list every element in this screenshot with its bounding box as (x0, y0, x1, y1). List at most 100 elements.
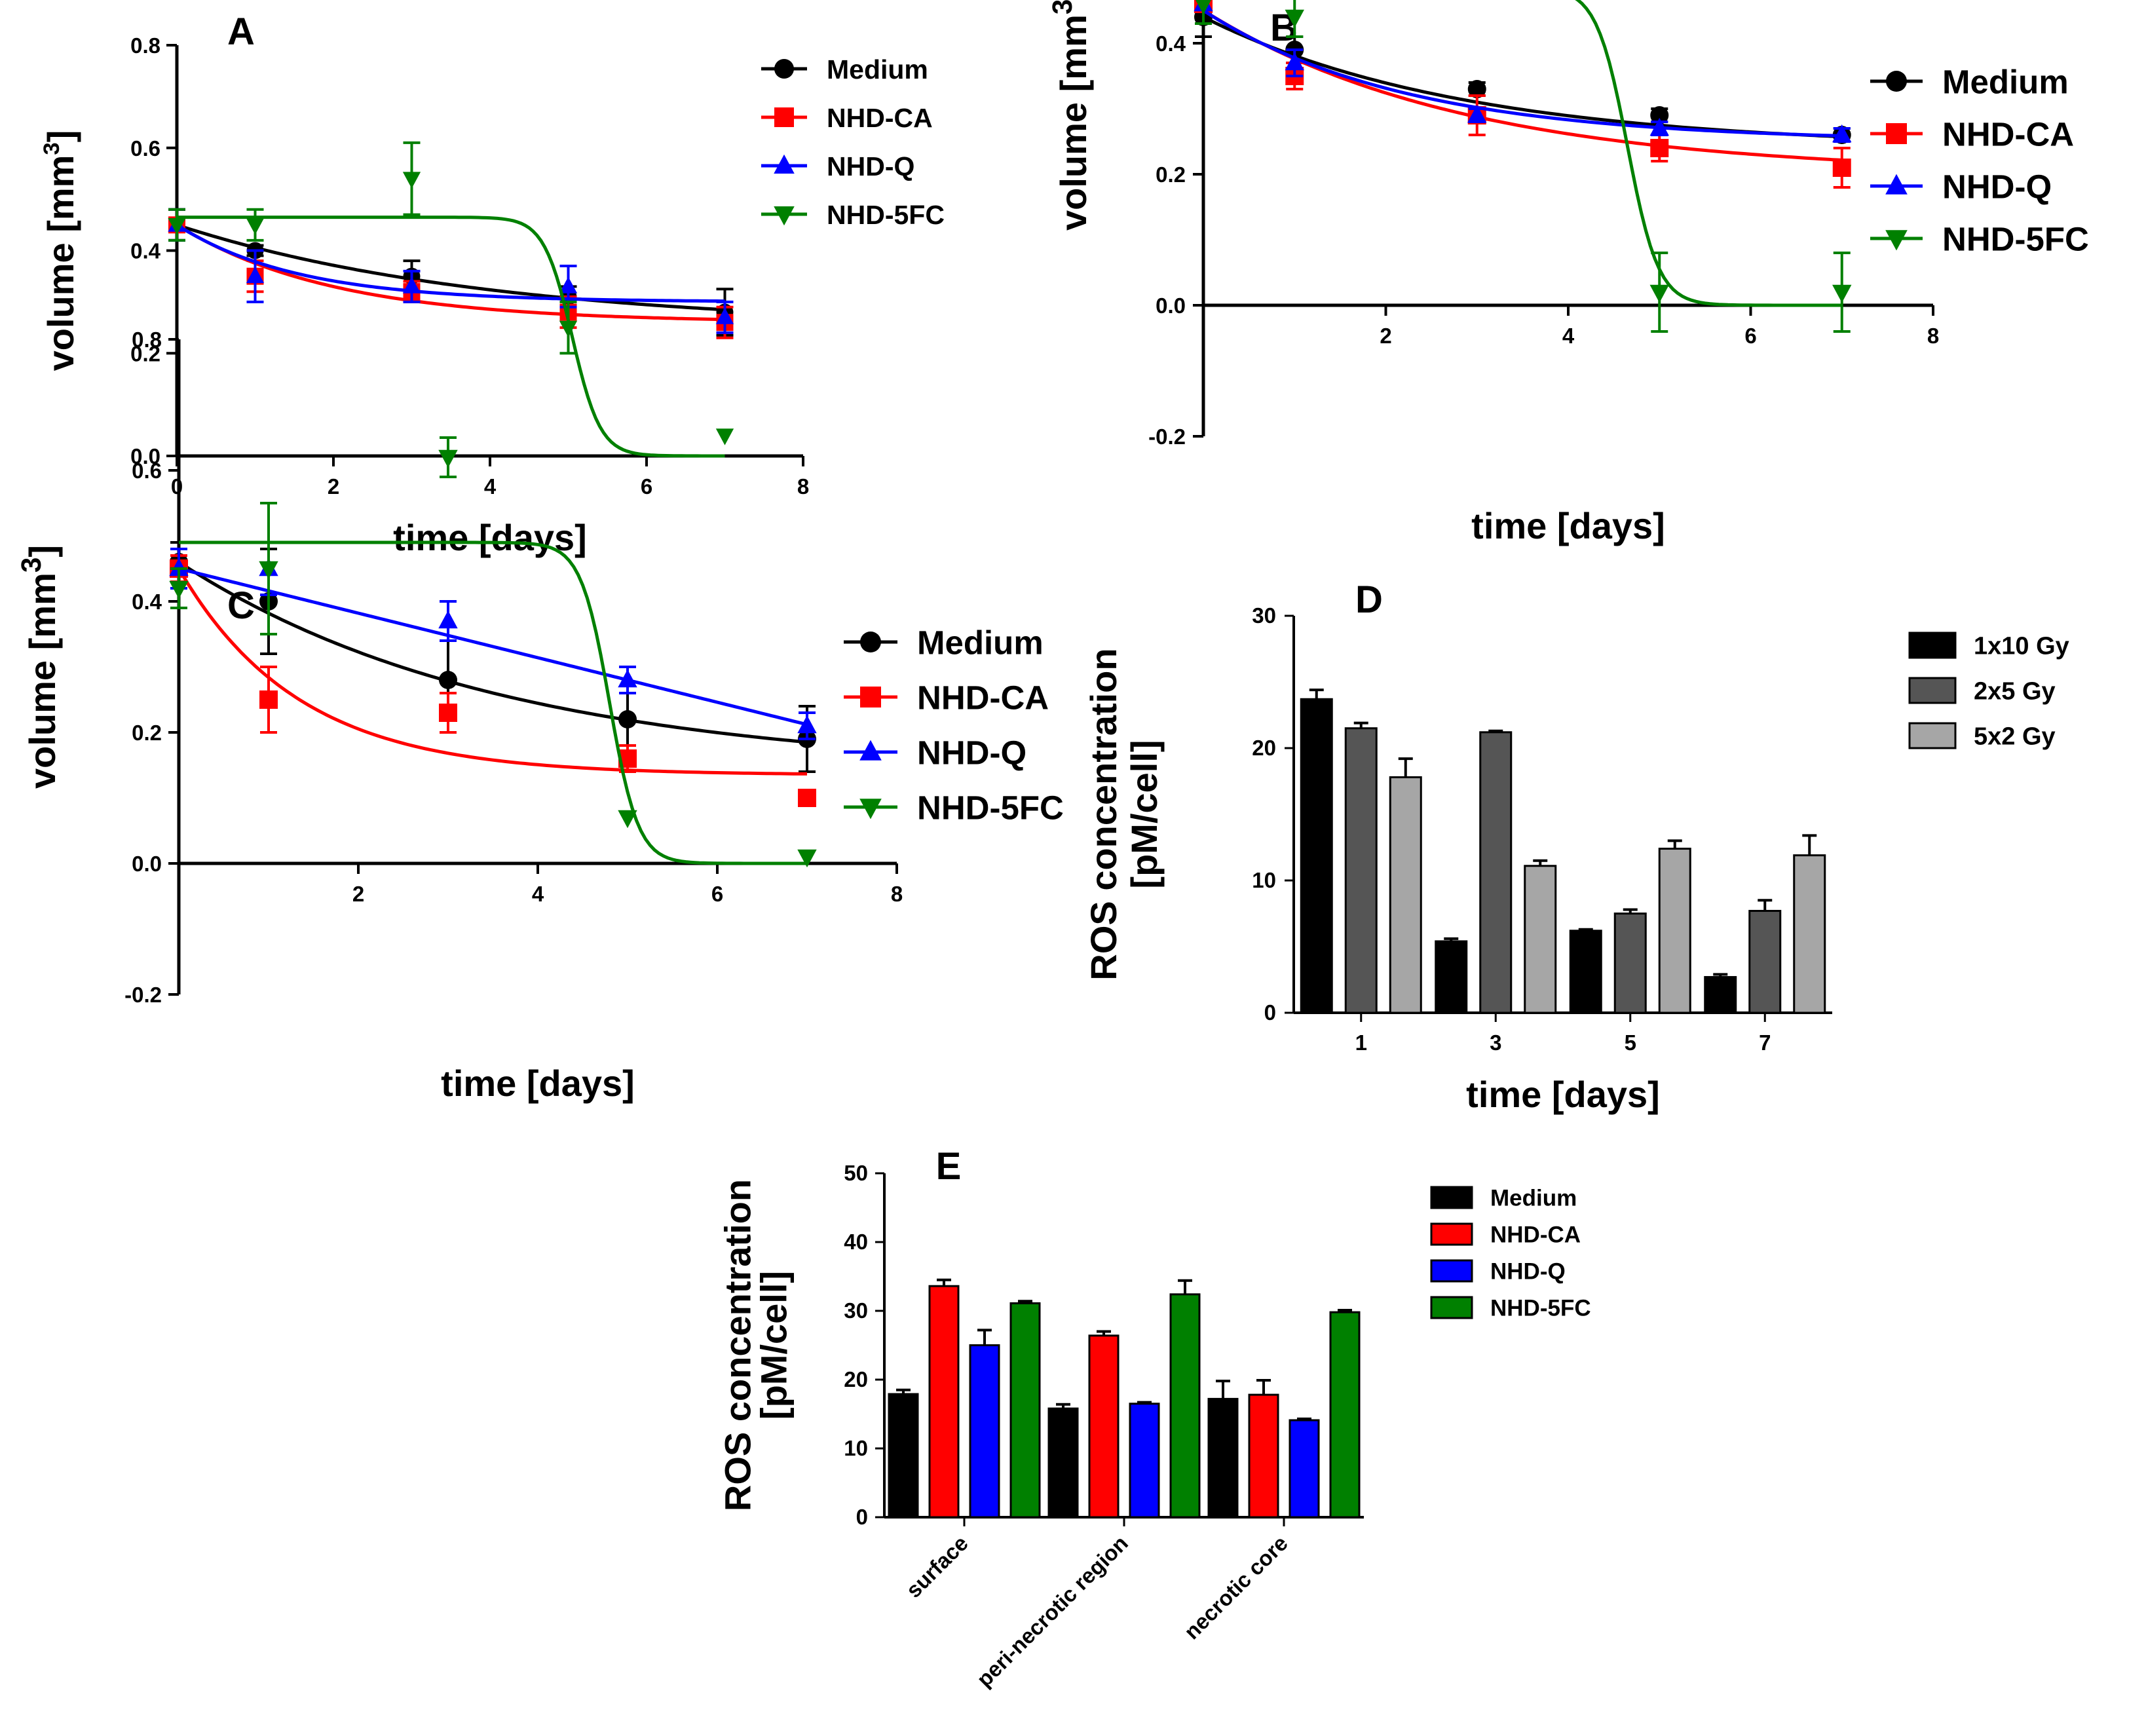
x-tick-label: necrotic core (1179, 1531, 1292, 1644)
y-axis-label-close: ] (40, 130, 81, 143)
legend-marker (1886, 71, 1907, 92)
y-tick-label: 0.6 (132, 459, 162, 483)
legend-marker (859, 799, 882, 820)
legend-label: Medium (917, 624, 1044, 661)
series-medium (170, 541, 816, 773)
x-tick-label: 4 (1562, 324, 1575, 348)
y-axis-label-text: volume [mm (22, 573, 63, 789)
y-tick-label: 50 (844, 1161, 868, 1185)
bar (888, 1393, 919, 1519)
data-point (618, 810, 637, 829)
legend-label: NHD-5FC (827, 200, 945, 230)
y-tick-label: 0.4 (130, 239, 161, 263)
y-axis-label: ROS concentration (717, 1179, 759, 1511)
fit-curve (176, 223, 725, 303)
legend-marker (774, 154, 795, 174)
y-tick-label: 0.2 (1156, 162, 1186, 187)
legend-swatch (1430, 1259, 1473, 1283)
data-point (1467, 80, 1486, 98)
data-point (618, 710, 637, 728)
panel-a: A 0.0 0.2 0.4 0.6 0.8 0 2 4 6 8 time [days] volume [… (39, 10, 945, 558)
legend-marker (1886, 123, 1907, 144)
data-point (168, 217, 186, 235)
y-tick-label: 0.0 (1156, 293, 1186, 318)
data-point (1650, 106, 1669, 124)
legend-marker (860, 632, 881, 652)
legend-marker (1885, 230, 1908, 251)
bar (1389, 776, 1422, 1014)
data-point (1832, 159, 1851, 177)
bar (1248, 1393, 1279, 1519)
y-tick-label: 0.4 (1156, 31, 1186, 56)
legend-marker (774, 59, 794, 79)
x-axis-label: time [days] (1471, 505, 1665, 546)
data-point (246, 266, 265, 284)
x-tick-label: 8 (1927, 324, 1939, 348)
legend-swatch (1430, 1222, 1473, 1246)
legend-label: Medium (1942, 63, 2069, 100)
legend-marker (774, 107, 794, 127)
legend-label: NHD-5FC (917, 789, 1064, 826)
data-point (439, 671, 457, 689)
bar (1569, 930, 1602, 1014)
fit-curve (1575, 0, 1842, 307)
fit-curve (178, 567, 808, 726)
legend-label: NHD-CA (917, 679, 1049, 716)
y-axis-label-close: ] (22, 545, 63, 557)
y-axis-label: volume [mm3] (16, 545, 63, 789)
x-tick-label: 0 (171, 474, 183, 499)
bar (1129, 1403, 1160, 1519)
legend-swatch (1908, 677, 1957, 704)
bar (1009, 1302, 1041, 1519)
data-point (1832, 284, 1852, 303)
data-point (1832, 124, 1852, 143)
legend-label: NHD-Q (1490, 1259, 1566, 1285)
bar (1748, 909, 1782, 1014)
x-tick-label: surface (901, 1531, 973, 1602)
legend-label: 1x10 Gy (1974, 633, 2069, 660)
y-axis-label: ROS concentration (1083, 648, 1124, 980)
bar (1524, 865, 1557, 1014)
legend-label: 2x5 Gy (1974, 678, 2056, 706)
bar (1435, 940, 1468, 1014)
y-axis-label-sup: 3 (16, 557, 47, 573)
y-tick-label: -0.2 (1148, 425, 1186, 449)
bar (1479, 731, 1513, 1014)
legend-label: NHD-Q (917, 734, 1026, 771)
data-point (559, 320, 578, 338)
series-nhd-q (168, 208, 734, 334)
y-tick-label: 0.6 (130, 136, 160, 160)
y-tick-label: 30 (844, 1298, 868, 1323)
data-point (1285, 52, 1304, 71)
x-tick-label: 2 (1380, 324, 1391, 348)
bar (1658, 848, 1691, 1014)
y-tick-label: 0.0 (130, 444, 160, 468)
legend-label: 5x2 Gy (1974, 723, 2056, 751)
y-tick-label: -0.2 (124, 983, 162, 1007)
legend-marker (1885, 174, 1908, 195)
data-point (618, 669, 637, 688)
data-point (798, 789, 816, 807)
data-point (1649, 117, 1669, 136)
data-point (259, 561, 278, 580)
y-axis-label: volume [mm3] (39, 130, 81, 371)
bar (1344, 727, 1378, 1014)
y-axis-label: volume [mm3] (1047, 0, 1094, 231)
data-point (246, 217, 265, 235)
bar (1793, 854, 1826, 1014)
data-point (169, 580, 189, 599)
bar (1613, 913, 1647, 1014)
panel-d: D 0 10 20 30 1 3 5 7 time [days] ROS concentration… (1083, 578, 2069, 1115)
legend-swatch (1908, 722, 1957, 749)
x-tick-label: 8 (797, 474, 809, 499)
legend-label: Medium (827, 54, 928, 85)
legend-marker (774, 206, 795, 226)
y-tick-label: 20 (844, 1367, 868, 1391)
y-tick-label: 0.4 (132, 590, 162, 614)
x-tick-label: 3 (1490, 1030, 1501, 1055)
y-tick-label: 0 (856, 1505, 868, 1529)
y-axis-label-text: volume [mm (40, 155, 81, 371)
fit-curve (1202, 9, 1842, 162)
x-tick-label: peri-necrotic region (972, 1531, 1133, 1691)
